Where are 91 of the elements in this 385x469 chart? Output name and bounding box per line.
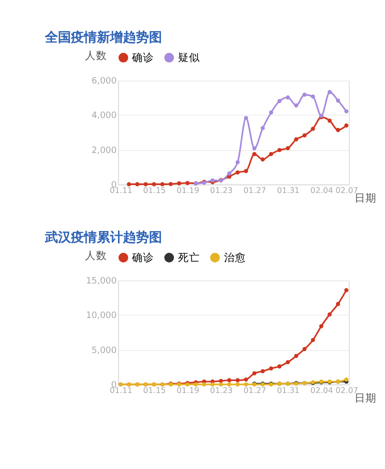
- point: [126, 182, 131, 186]
- x-tick-label: 01.11: [110, 386, 132, 395]
- point: [328, 118, 332, 123]
- point: [310, 126, 315, 131]
- point: [344, 123, 348, 128]
- point: [269, 366, 274, 371]
- legend-label: 治愈: [224, 251, 246, 264]
- legend-label: 确诊: [131, 52, 154, 64]
- y-tick-label: 6,000: [92, 76, 118, 87]
- point: [260, 126, 265, 130]
- y-tick-label: 4,000: [92, 111, 118, 122]
- point: [294, 354, 298, 358]
- point: [328, 90, 332, 94]
- point: [160, 182, 164, 186]
- x-tick-label: 01.31: [276, 386, 300, 395]
- point: [177, 181, 182, 186]
- point: [344, 377, 348, 382]
- point: [269, 110, 274, 115]
- x-tick-label: 01.27: [243, 386, 266, 395]
- point: [227, 378, 232, 382]
- point: [294, 137, 298, 142]
- x-tick-label: 01.19: [176, 386, 200, 395]
- point: [236, 160, 240, 164]
- y-tick-label: 10,000: [86, 311, 118, 322]
- x-tick-label: 01.23: [210, 386, 233, 395]
- point: [277, 99, 282, 104]
- point: [286, 95, 290, 100]
- point: [227, 171, 232, 176]
- point: [277, 364, 282, 368]
- x-tick-label: 02.04: [310, 386, 334, 395]
- point: [244, 382, 248, 386]
- point: [144, 182, 148, 186]
- point: [277, 148, 282, 152]
- y-tick-label: 5,000: [92, 346, 118, 356]
- y-tick-label: 15,000: [86, 276, 118, 287]
- legend-label: 疑似: [178, 52, 200, 64]
- chart-title: 武汉疫情累计趋势图: [44, 230, 162, 246]
- point: [168, 182, 173, 186]
- point: [302, 92, 307, 97]
- point: [260, 157, 265, 162]
- point: [319, 324, 324, 328]
- point: [185, 180, 190, 186]
- x-axis-title: 日期: [354, 392, 377, 405]
- point: [236, 378, 240, 382]
- point: [152, 182, 156, 186]
- x-axis-title: 日期: [354, 192, 377, 205]
- x-tick-label: 01.15: [143, 386, 166, 395]
- point: [336, 98, 340, 103]
- x-tick-label: 02.07: [335, 386, 358, 395]
- y-axis-title: 人数: [85, 50, 108, 62]
- point: [286, 146, 290, 150]
- point: [336, 128, 340, 132]
- x-tick-label: 02.07: [335, 186, 358, 195]
- point: [252, 371, 256, 376]
- y-tick-label: 2,000: [92, 146, 118, 156]
- x-tick-label: 01.31: [276, 186, 300, 195]
- point: [286, 360, 290, 364]
- point: [302, 133, 307, 138]
- point: [269, 152, 274, 156]
- point: [344, 288, 348, 292]
- point: [336, 302, 340, 306]
- x-tick-label: 01.23: [210, 186, 233, 195]
- point: [260, 369, 265, 374]
- point: [310, 338, 315, 342]
- y-axis-title: 人数: [85, 250, 108, 262]
- legend-label: 确诊: [131, 252, 154, 264]
- point: [227, 382, 232, 386]
- point: [202, 382, 206, 386]
- x-tick-label: 01.19: [176, 186, 200, 195]
- chart-title: 全国疫情新增趋势图: [44, 30, 162, 46]
- point: [252, 146, 256, 150]
- point: [244, 116, 248, 120]
- point: [218, 378, 223, 383]
- x-tick-label: 01.11: [110, 186, 132, 195]
- point: [328, 312, 332, 316]
- point: [310, 94, 315, 99]
- point: [244, 377, 248, 382]
- x-tick-label: 01.27: [243, 186, 266, 195]
- point: [218, 382, 223, 386]
- point: [294, 103, 298, 108]
- point: [236, 170, 240, 175]
- x-tick-label: 01.15: [143, 186, 166, 195]
- point: [135, 182, 140, 186]
- point: [210, 382, 215, 386]
- x-tick-label: 02.04: [310, 186, 334, 195]
- point: [302, 346, 307, 352]
- point: [344, 109, 348, 114]
- point: [252, 152, 256, 156]
- point: [236, 382, 240, 386]
- legend-label: 死亡: [178, 251, 200, 264]
- point: [244, 169, 248, 174]
